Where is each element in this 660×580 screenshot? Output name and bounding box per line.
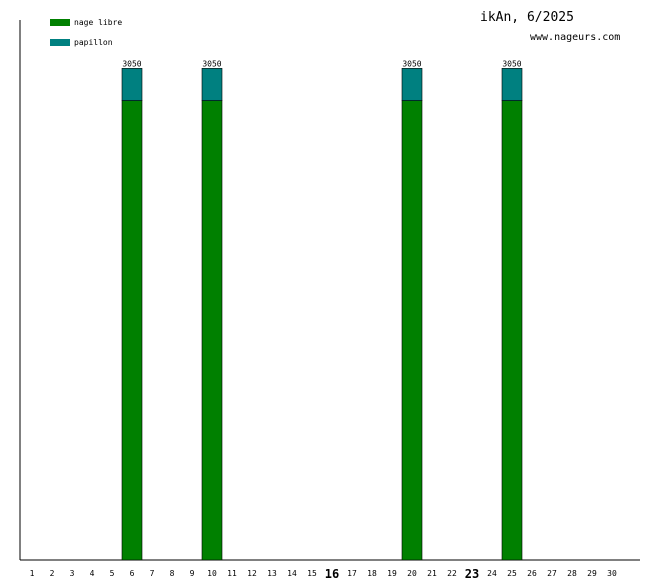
x-tick-label-25: 25 bbox=[507, 569, 517, 578]
x-tick-label-14: 14 bbox=[287, 569, 297, 578]
x-tick-label-10: 10 bbox=[207, 569, 217, 578]
x-tick-label-28: 28 bbox=[567, 569, 577, 578]
x-tick-label-12: 12 bbox=[247, 569, 257, 578]
bar-total-label-day-25: 3050 bbox=[502, 59, 521, 68]
bar-total-label-day-10: 3050 bbox=[202, 59, 221, 68]
x-tick-label-18: 18 bbox=[367, 569, 377, 578]
bar-nage-libre-day-6 bbox=[121, 100, 143, 561]
x-tick-label-5: 5 bbox=[110, 569, 115, 578]
x-tick-label-2: 2 bbox=[50, 569, 55, 578]
chart-subtitle: www.nageurs.com bbox=[530, 32, 621, 43]
legend-item-papillon: papillon bbox=[50, 36, 113, 48]
x-tick-label-4: 4 bbox=[90, 569, 95, 578]
bar-papillon-day-25 bbox=[501, 68, 523, 101]
x-tick-label-7: 7 bbox=[150, 569, 155, 578]
x-tick-label-22: 22 bbox=[447, 569, 457, 578]
x-tick-label-17: 17 bbox=[347, 569, 357, 578]
x-tick-label-20: 20 bbox=[407, 569, 417, 578]
bar-total-label-day-20: 3050 bbox=[402, 59, 421, 68]
x-tick-label-6: 6 bbox=[130, 569, 135, 578]
bar-nage-libre-day-10 bbox=[201, 100, 223, 561]
x-tick-label-8: 8 bbox=[170, 569, 175, 578]
bar-total-label-day-6: 3050 bbox=[122, 59, 141, 68]
x-tick-label-26: 26 bbox=[527, 569, 537, 578]
x-tick-label-24: 24 bbox=[487, 569, 497, 578]
x-tick-label-19: 19 bbox=[387, 569, 397, 578]
legend-label-papillon: papillon bbox=[74, 37, 113, 47]
x-tick-label-9: 9 bbox=[190, 569, 195, 578]
x-tick-label-29: 29 bbox=[587, 569, 597, 578]
legend-swatch-papillon bbox=[50, 38, 70, 46]
x-tick-label-23: 23 bbox=[465, 567, 479, 580]
x-tick-label-13: 13 bbox=[267, 569, 277, 578]
bar-nage-libre-day-25 bbox=[501, 100, 523, 561]
chart-title: ikAn, 6/2025 bbox=[480, 10, 574, 25]
legend-swatch-nage-libre bbox=[50, 18, 70, 26]
bar-papillon-day-10 bbox=[201, 68, 223, 101]
x-tick-label-27: 27 bbox=[547, 569, 557, 578]
x-tick-label-16: 16 bbox=[325, 567, 339, 580]
bar-papillon-day-6 bbox=[121, 68, 143, 101]
bar-papillon-day-20 bbox=[401, 68, 423, 101]
x-tick-label-30: 30 bbox=[607, 569, 617, 578]
x-tick-label-11: 11 bbox=[227, 569, 237, 578]
legend-label-nage-libre: nage libre bbox=[74, 17, 123, 27]
legend-item-nage-libre: nage libre bbox=[50, 16, 122, 28]
bar-nage-libre-day-20 bbox=[401, 100, 423, 561]
x-tick-label-21: 21 bbox=[427, 569, 437, 578]
x-tick-label-1: 1 bbox=[30, 569, 35, 578]
x-tick-label-15: 15 bbox=[307, 569, 317, 578]
x-tick-label-3: 3 bbox=[70, 569, 75, 578]
